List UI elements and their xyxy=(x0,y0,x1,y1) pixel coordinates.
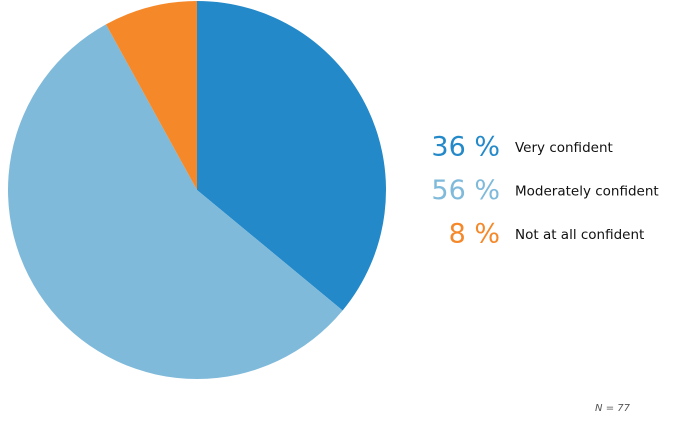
legend-label: Very confident xyxy=(515,140,613,156)
legend-value: 8 % xyxy=(449,219,500,250)
legend-label: Not at all confident xyxy=(515,227,644,243)
pie-slice xyxy=(197,1,387,311)
legend-value: 56 % xyxy=(431,175,500,206)
sample-note: N = 77 xyxy=(595,403,631,414)
legend-value: 36 % xyxy=(431,132,500,163)
pie-slice xyxy=(7,24,343,380)
pie-slice xyxy=(105,1,197,190)
legend-label: Moderately confident xyxy=(515,184,659,200)
